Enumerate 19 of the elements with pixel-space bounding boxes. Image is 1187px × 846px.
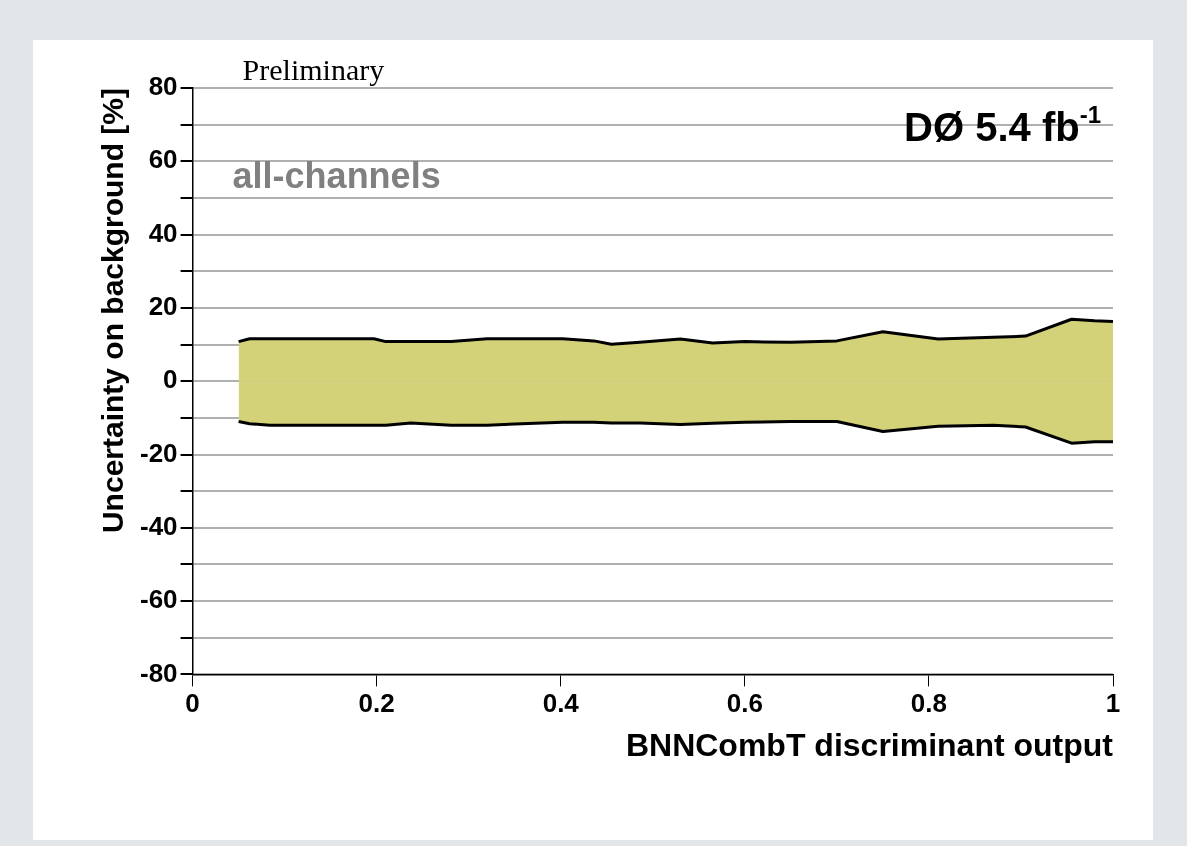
y-tick-label: 0 [163, 364, 178, 395]
y-tick-label: -40 [140, 510, 178, 541]
y-tick-label: 40 [148, 217, 178, 248]
y-tick-label: -60 [140, 584, 178, 615]
x-axis-title: BNNCombT discriminant output [625, 726, 1114, 763]
y-tick-label: -20 [140, 437, 178, 468]
y-tick-label: 60 [148, 144, 178, 175]
x-tick-label: 0 [185, 688, 200, 719]
annotation: all-channels [232, 154, 441, 196]
y-tick-label: 80 [148, 71, 178, 102]
y-axis-title: Uncertainty on background [%] [96, 88, 130, 534]
text: Preliminary [242, 53, 385, 86]
x-tick-label: 0.6 [726, 688, 763, 719]
x-tick-label: 0.8 [910, 688, 947, 719]
x-tick-label: 0.2 [358, 688, 395, 719]
y-tick-label: -80 [140, 657, 178, 688]
x-tick-label: 1 [1105, 688, 1121, 719]
y-tick-label: 20 [148, 291, 178, 322]
x-tick-label: 0.4 [542, 688, 580, 719]
